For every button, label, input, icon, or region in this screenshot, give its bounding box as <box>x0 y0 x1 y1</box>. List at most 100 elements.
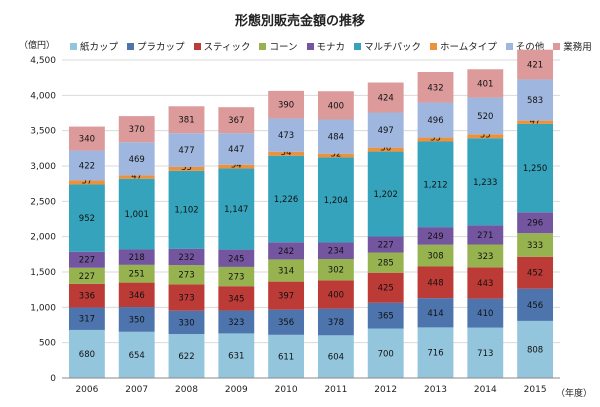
data-label: 56 <box>380 144 391 154</box>
data-label: 330 <box>178 318 194 328</box>
data-label: 421 <box>527 61 543 71</box>
bar-segment <box>118 282 155 308</box>
bar-segment <box>68 184 105 252</box>
bar-segment <box>317 258 354 281</box>
data-label: 410 <box>477 309 493 319</box>
data-label: 1,202 <box>374 190 398 200</box>
bar-segment <box>317 242 354 259</box>
bar-segment <box>68 307 105 330</box>
data-label: 432 <box>427 83 443 93</box>
data-label: 249 <box>427 232 443 242</box>
bar-segment <box>517 79 554 121</box>
bar-segment <box>517 212 554 234</box>
bar-segment <box>168 133 205 167</box>
bar-segment <box>367 236 404 253</box>
data-label: 314 <box>278 267 294 277</box>
x-tick-label: 2013 <box>424 385 447 395</box>
bar-segment <box>268 242 305 260</box>
bar-segment <box>68 251 105 268</box>
x-tick-label: 2007 <box>125 385 148 395</box>
legend-item: モナカ <box>306 39 346 53</box>
bar-segment <box>517 49 554 80</box>
data-label: 55 <box>480 130 491 140</box>
bar-segment <box>317 119 354 154</box>
data-label: 378 <box>328 318 344 328</box>
bar-segment <box>168 334 205 378</box>
data-label: 47 <box>530 117 541 127</box>
data-label: 350 <box>129 315 145 325</box>
data-label: 285 <box>378 259 394 269</box>
data-label: 346 <box>129 291 145 301</box>
bar-segment <box>317 308 354 336</box>
legend-label: 業務用 <box>563 42 592 53</box>
bar-segment <box>417 327 454 378</box>
data-label: 496 <box>427 116 443 126</box>
bar-segment <box>268 309 305 335</box>
bar-segment <box>218 249 255 267</box>
bar-segment <box>517 123 554 213</box>
data-label: 370 <box>129 125 145 135</box>
bar-segment <box>268 281 305 310</box>
data-label: 443 <box>477 279 493 289</box>
bar-segment <box>268 151 305 156</box>
bar-segment <box>268 334 305 378</box>
data-label: 473 <box>278 131 294 141</box>
data-label: 713 <box>477 349 493 359</box>
bar-segment <box>118 264 155 283</box>
data-label: 604 <box>328 353 344 363</box>
data-label: 227 <box>79 272 95 282</box>
bar-segment <box>168 248 205 266</box>
data-label: 218 <box>129 253 145 263</box>
data-label: 390 <box>278 101 294 111</box>
y-tick-label: 3,500 <box>30 127 56 137</box>
bar-segment <box>517 256 554 289</box>
data-label: 422 <box>79 162 95 172</box>
data-label: 1,102 <box>174 206 198 216</box>
data-label: 356 <box>278 318 294 328</box>
legend-swatch <box>193 42 201 50</box>
y-tick-label: 4,500 <box>30 56 56 66</box>
data-label: 55 <box>181 163 192 173</box>
legend-label: モナカ <box>316 42 346 53</box>
bar-segment <box>118 331 155 378</box>
bar-segment <box>168 106 205 134</box>
data-label: 323 <box>477 252 493 262</box>
data-label: 583 <box>527 96 543 106</box>
data-label: 336 <box>79 292 95 302</box>
bar-segment <box>168 166 205 171</box>
data-label: 345 <box>228 294 244 304</box>
data-label: 400 <box>328 290 344 300</box>
legend-item: コーン <box>259 39 298 53</box>
data-label: 400 <box>328 101 344 111</box>
bar-segment <box>517 320 554 378</box>
data-label: 452 <box>527 269 543 279</box>
data-label: 1,250 <box>523 164 547 174</box>
bar-segment <box>168 310 205 335</box>
data-label: 477 <box>178 146 194 156</box>
data-label: 484 <box>328 133 344 143</box>
bar-segment <box>68 329 105 378</box>
bar-segment <box>218 133 255 165</box>
legend-item: 紙カップ <box>70 39 118 53</box>
bar-segment <box>118 307 155 332</box>
legend-item: 業務用 <box>553 39 592 53</box>
x-tick-label: 2015 <box>524 385 547 395</box>
bar-segment <box>118 142 155 176</box>
legend-label: その他 <box>515 42 545 53</box>
data-label: 497 <box>378 126 394 136</box>
bar-segment <box>367 272 404 303</box>
y-tick-label: 0 <box>50 374 56 384</box>
legend-swatch <box>553 42 561 50</box>
data-label: 47 <box>131 171 142 181</box>
data-label: 680 <box>79 350 95 360</box>
bar-segment <box>68 283 105 308</box>
data-label: 308 <box>427 252 443 262</box>
bar-segment <box>517 233 554 257</box>
bar-segment <box>317 335 354 378</box>
data-label: 447 <box>228 145 244 155</box>
data-label: 425 <box>378 284 394 294</box>
bar-segment <box>367 82 404 113</box>
legend-label: 紙カップ <box>80 42 119 53</box>
bar-segment <box>367 328 404 378</box>
bar-segment <box>467 225 504 245</box>
